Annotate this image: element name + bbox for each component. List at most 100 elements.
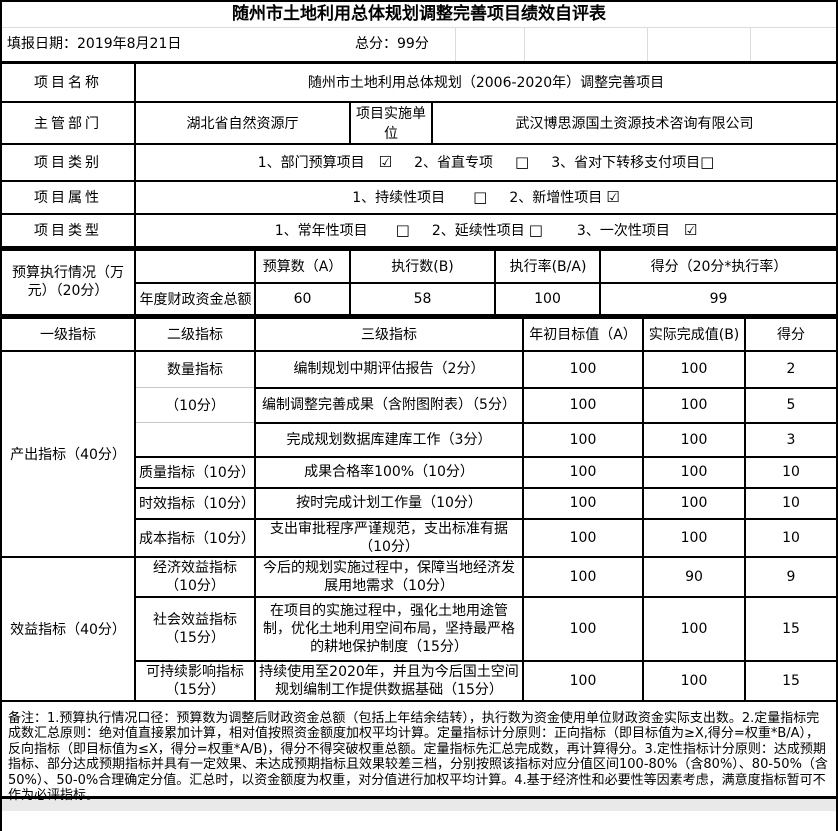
level2-cell: 质量指标（10分） <box>135 455 256 489</box>
budget-rate-value: 100 <box>494 282 601 316</box>
category-label: 项目类别 <box>2 142 136 182</box>
group-benefit-label: 效益指标（40分） <box>2 555 136 702</box>
meta-row: 填报日期：2019年8月21日 总分：99分 <box>2 28 836 61</box>
table-row: 项目属性 1、持续性项目 □ 2、新增性项目 ☑ <box>2 179 836 215</box>
level2-cell: 成本指标（10分） <box>135 517 256 558</box>
level3-cell: 持续使用至2020年，并且为今后国土空间规划编制工作提供数据基础（15分） <box>254 659 524 702</box>
budget-table: 预算执行情况（万元）（20分） 预算数（A） 执行数(B) 执行率(B/A) 得… <box>2 247 836 316</box>
actual-cell: 100 <box>642 421 746 458</box>
target-cell: 100 <box>522 555 644 598</box>
level2-cell: 社会效益指标（15分） <box>135 595 256 662</box>
target-cell: 100 <box>522 517 644 558</box>
header-actual: 实际完成值(B) <box>642 316 746 352</box>
budget-score-value: 99 <box>599 282 836 316</box>
table-row: 预算执行情况（万元）（20分） 预算数（A） 执行数(B) 执行率(B/A) 得… <box>2 247 836 316</box>
category-option-3: 3、省对下转移支付项目 <box>551 155 701 171</box>
score-cell: 5 <box>744 386 836 424</box>
checkbox-unchecked-icon[interactable]: □ <box>515 153 530 171</box>
page-title: 随州市土地利用总体规划调整完善项目绩效自评表 <box>2 2 836 28</box>
gridline <box>455 28 456 61</box>
dept-value: 湖北省自然资源厅 <box>134 100 351 145</box>
score-cell: 15 <box>744 595 836 662</box>
budget-empty-cell <box>134 247 256 284</box>
table-row: 年度财政资金总额 60 58 100 99 <box>2 282 836 316</box>
table-row: 项目名称 随州市土地利用总体规划（2006-2020年）调整完善项目 <box>2 61 836 103</box>
level2-cell: 时效指标（10分） <box>135 486 256 520</box>
type-options: 1、常年性项目 □ 2、延续性项目 □ 3、一次性项目 ☑ <box>134 212 836 248</box>
level3-cell: 在项目的实施过程中，强化土地用途管制，优化土地利用空间布局，坚持最严格的耕地保护… <box>254 595 524 662</box>
table-row: 完成规划数据库建库工作（3分） 100 100 3 <box>2 421 836 458</box>
type-option-1: 1、常年性项目 <box>274 223 368 239</box>
table-row: （10分） 编制调整完善成果（含附图附表）（5分） 100 100 5 <box>2 386 836 424</box>
header-score: 得分 <box>744 316 836 352</box>
table-row: 主管部门 湖北省自然资源厅 项目实施单位 武汉博思源国土资源技术咨询有限公司 <box>2 100 836 145</box>
table-row: 质量指标（10分） 成果合格率100%（10分） 100 100 10 <box>2 455 836 489</box>
table-row: 成本指标（10分） 支出审批程序严谨规范，支出标准有据（10分） 100 100… <box>2 517 836 558</box>
budget-row-label: 年度财政资金总额 <box>135 282 256 316</box>
checkbox-checked-icon[interactable]: ☑ <box>683 221 698 239</box>
table-row: 项目类型 1、常年性项目 □ 2、延续性项目 □ 3、一次性项目 ☑ <box>2 212 836 248</box>
total-score-text: 总分：99分 <box>355 36 429 52</box>
score-cell: 10 <box>744 486 836 520</box>
gridline <box>750 28 751 61</box>
header-level3: 三级指标 <box>254 316 524 352</box>
level2-cell: 可持续影响指标（15分） <box>135 659 256 702</box>
budget-header-score: 得分（20分*执行率） <box>599 247 836 284</box>
level3-cell: 支出审批程序严谨规范，支出标准有据（10分） <box>254 517 524 558</box>
budget-header-amount: 预算数（A） <box>254 247 351 284</box>
level2-cell: 经济效益指标（10分） <box>134 555 256 598</box>
checkbox-checked-icon[interactable]: ☑ <box>606 188 620 206</box>
gridline <box>647 28 648 61</box>
dept-label: 主管部门 <box>2 100 136 145</box>
category-option-1: 1、部门预算项目 <box>257 155 365 171</box>
actual-cell: 100 <box>642 386 746 424</box>
target-cell: 100 <box>522 349 644 389</box>
header-level2: 二级指标 <box>134 316 256 352</box>
actual-cell: 100 <box>642 517 746 558</box>
level2-cell: 数量指标 <box>134 349 256 388</box>
level2-cell <box>135 422 256 458</box>
target-cell: 100 <box>522 659 644 702</box>
attribute-options: 1、持续性项目 □ 2、新增性项目 ☑ <box>134 179 836 215</box>
group-output-label: 产出指标（40分） <box>2 349 136 558</box>
actual-cell: 100 <box>642 659 746 702</box>
actual-cell: 100 <box>642 349 746 389</box>
gridline <box>524 28 525 61</box>
budget-header-exec: 执行数(B) <box>349 247 496 284</box>
score-cell: 10 <box>744 455 836 489</box>
type-label: 项目类型 <box>2 212 136 248</box>
actual-cell: 100 <box>642 486 746 520</box>
score-cell: 3 <box>744 421 836 458</box>
target-cell: 100 <box>522 421 644 458</box>
impl-unit-label: 项目实施单位 <box>349 100 433 145</box>
score-cell: 10 <box>744 517 836 558</box>
checkbox-checked-icon[interactable]: ☑ <box>378 153 393 171</box>
table-row: 可持续影响指标（15分） 持续使用至2020年，并且为今后国土空间规划编制工作提… <box>2 659 836 702</box>
actual-cell: 100 <box>642 455 746 489</box>
project-info-table: 项目名称 随州市土地利用总体规划（2006-2020年）调整完善项目 主管部门 … <box>2 61 836 248</box>
table-row: 时效指标（10分） 按时完成计划工作量（10分） 100 100 10 <box>2 486 836 520</box>
table-row: 产出指标（40分） 数量指标 编制规划中期评估报告（2分） 100 100 2 <box>2 349 836 558</box>
fill-date-text: 填报日期：2019年8月21日 <box>7 36 182 52</box>
category-option-2: 2、省直专项 <box>414 155 493 171</box>
notes-text: 备注：1.预算执行情况口径：预算数为调整后财政资金总额（包括上年结余结转），执行… <box>2 701 836 803</box>
target-cell: 100 <box>522 455 644 489</box>
category-options: 1、部门预算项目 ☑ 2、省直专项 □ 3、省对下转移支付项目□ <box>134 142 836 182</box>
table-row: 社会效益指标（15分） 在项目的实施过程中，强化土地用途管制，优化土地利用空间布… <box>2 595 836 662</box>
attribute-option-1: 1、持续性项目 <box>352 190 446 206</box>
level3-cell: 编制调整完善成果（含附图附表）（5分） <box>254 386 524 424</box>
type-option-3: 3、一次性项目 <box>576 223 670 239</box>
level3-cell: 成果合格率100%（10分） <box>254 455 524 489</box>
table-row: 一级指标 二级指标 三级指标 年初目标值（A） 实际完成值(B) 得分 <box>2 316 836 352</box>
target-cell: 100 <box>522 486 644 520</box>
budget-amount-value: 60 <box>254 282 351 316</box>
checkbox-unchecked-icon[interactable]: □ <box>528 221 543 239</box>
checkbox-unchecked-icon[interactable]: □ <box>700 153 715 171</box>
checkbox-unchecked-icon[interactable]: □ <box>395 221 410 239</box>
budget-exec-value: 58 <box>349 282 496 316</box>
project-name-value: 随州市土地利用总体规划（2006-2020年）调整完善项目 <box>134 61 836 103</box>
header-level1: 一级指标 <box>2 316 136 352</box>
checkbox-unchecked-icon[interactable]: □ <box>473 188 488 206</box>
level3-cell: 编制规划中期评估报告（2分） <box>254 349 524 389</box>
header-target: 年初目标值（A） <box>522 316 644 352</box>
